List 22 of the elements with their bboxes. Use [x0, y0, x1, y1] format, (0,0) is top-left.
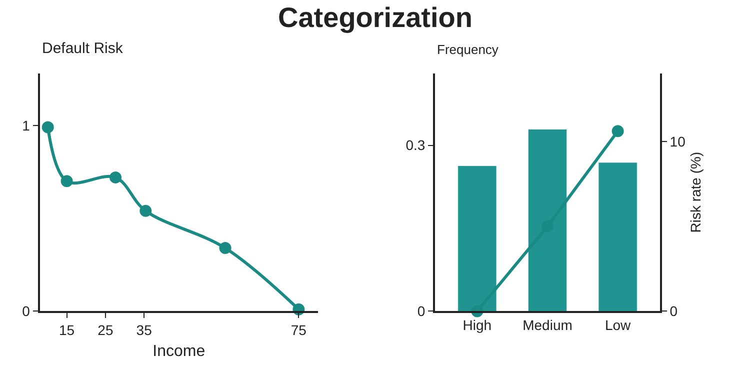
point — [60, 175, 73, 188]
point — [110, 171, 122, 184]
y-axis-title: Frequency — [437, 42, 499, 57]
y-tick-label: 1 — [22, 117, 30, 134]
point — [219, 242, 232, 254]
x-tick-label: 35 — [136, 322, 152, 338]
x-tick-label: Medium — [522, 317, 572, 334]
y2-axis-title: Risk rate (%) — [687, 152, 704, 233]
text: Categorization — [278, 2, 472, 33]
x-tick-label: 75 — [290, 322, 307, 338]
y2-tick-label: 0 — [670, 303, 678, 320]
point — [140, 204, 152, 217]
x-tick-label: 15 — [59, 322, 75, 338]
x-tick-label: 25 — [98, 322, 114, 338]
x-tick-label: Low — [604, 317, 632, 334]
y2-tick-label: 10 — [670, 133, 686, 150]
point — [612, 125, 624, 138]
point — [42, 121, 54, 134]
x-axis-title: Income — [152, 343, 206, 360]
y-axis-title: Default Risk — [42, 40, 124, 57]
y-tick-label: 0.3 — [406, 137, 426, 154]
x-tick-label: High — [462, 317, 492, 334]
